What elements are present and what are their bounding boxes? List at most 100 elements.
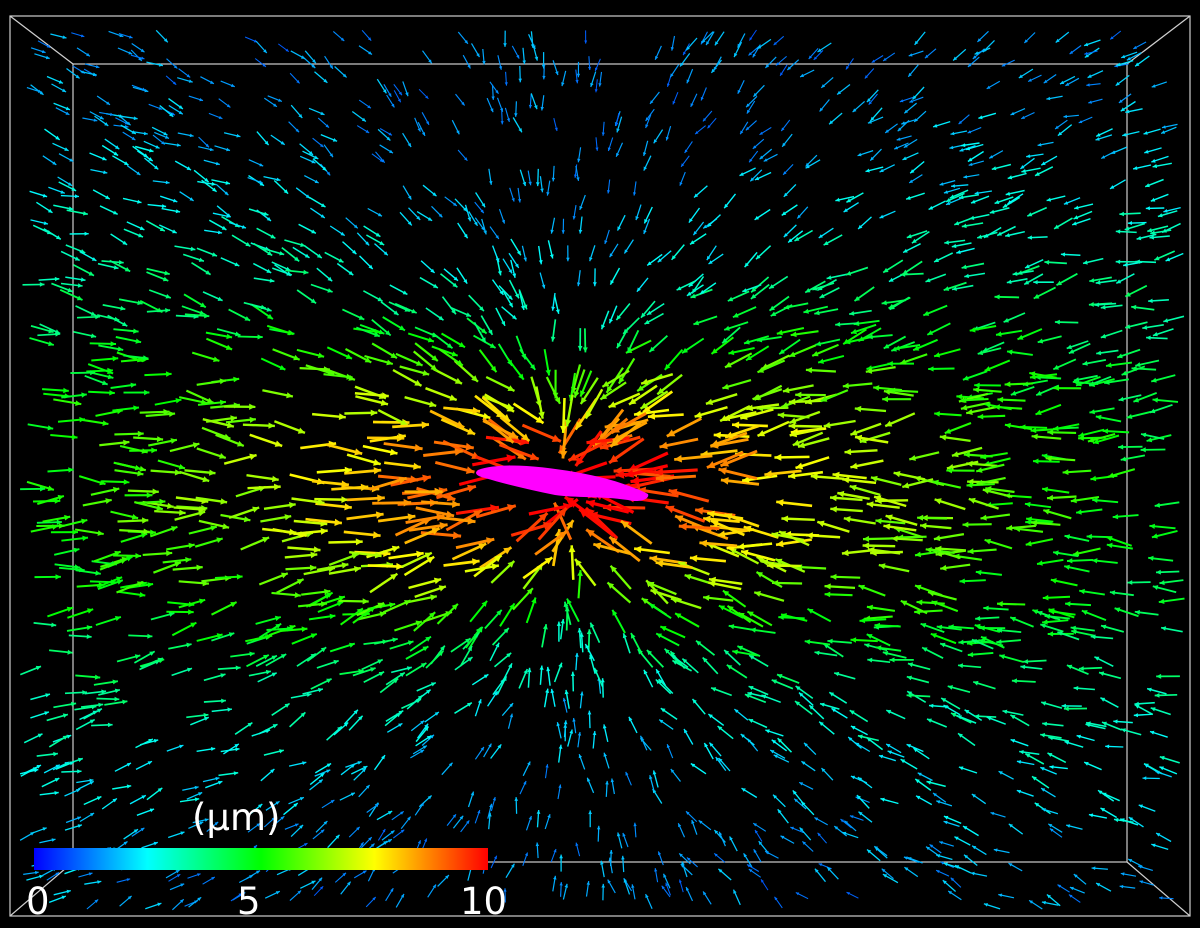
displacement-arrow-head xyxy=(341,480,349,488)
displacement-arrow-head xyxy=(726,664,733,670)
displacement-arrow-head xyxy=(610,439,619,447)
displacement-arrow-head xyxy=(454,448,463,456)
displacement-arrow-head xyxy=(1100,305,1106,310)
displacement-arrow-head xyxy=(370,409,378,417)
displacement-arrow-head xyxy=(110,341,116,347)
displacement-arrow-head xyxy=(493,691,498,696)
displacement-arrow-head xyxy=(126,121,131,126)
displacement-arrow-head xyxy=(912,95,917,100)
displacement-arrow-head xyxy=(506,652,512,658)
displacement-arrow-head xyxy=(137,470,144,477)
displacement-arrow-head xyxy=(846,198,851,203)
displacement-arrow-head xyxy=(660,708,666,713)
displacement-arrow-head xyxy=(820,702,825,707)
displacement-arrow-head xyxy=(216,633,223,639)
displacement-arrow-head xyxy=(48,341,54,347)
displacement-arrow-head xyxy=(385,330,391,336)
displacement-arrow-head xyxy=(389,149,393,154)
displacement-arrow-head xyxy=(512,315,517,320)
displacement-arrow-head xyxy=(870,156,874,161)
displacement-arrow-head xyxy=(1048,823,1053,828)
displacement-arrow-head xyxy=(201,399,208,405)
displacement-arrow-head xyxy=(374,332,380,337)
displacement-arrow-head xyxy=(348,270,354,276)
displacement-arrow-head xyxy=(243,516,251,523)
displacement-arrow-head xyxy=(165,180,170,185)
displacement-arrow-head xyxy=(99,115,104,120)
displacement-arrow-head xyxy=(611,425,620,433)
displacement-arrow-head xyxy=(795,462,804,470)
displacement-arrow-head xyxy=(341,496,349,503)
displacement-arrow-head xyxy=(888,277,894,282)
displacement-arrow-head xyxy=(1016,789,1022,794)
displacement-arrow-head xyxy=(81,518,88,525)
displacement-arrow-head xyxy=(601,324,606,330)
displacement-arrow-head xyxy=(711,68,715,73)
displacement-arrow-head xyxy=(714,853,718,857)
displacement-arrow-head xyxy=(267,251,273,256)
displacement-arrow-head xyxy=(174,561,181,568)
displacement-arrow-head xyxy=(495,642,500,648)
displacement-arrow-head xyxy=(717,530,726,538)
displacement-arrow-head xyxy=(199,506,206,513)
displacement-arrow-head xyxy=(983,605,989,611)
displacement-arrow-head xyxy=(682,658,688,664)
displacement-arrow-head xyxy=(1064,740,1070,745)
displacement-arrow-head xyxy=(378,671,385,677)
displacement-arrow-head xyxy=(799,827,804,832)
displacement-arrow-head xyxy=(789,351,796,357)
displacement-arrow-head xyxy=(814,650,820,656)
displacement-arrow-head xyxy=(220,673,226,678)
displacement-arrow-head xyxy=(720,459,729,467)
displacement-arrow-head xyxy=(522,181,527,186)
displacement-arrow-head xyxy=(45,693,50,698)
displacement-arrow-head xyxy=(370,667,376,672)
displacement-arrow-head xyxy=(135,338,142,344)
displacement-arrow-head xyxy=(1106,362,1112,368)
displacement-arrow-head xyxy=(399,325,405,331)
displacement-arrow-head xyxy=(247,722,253,727)
displacement-arrow-head xyxy=(642,152,647,156)
displacement-arrow-head xyxy=(857,734,863,739)
displacement-arrow-head xyxy=(216,537,223,543)
displacement-arrow-head xyxy=(1005,191,1011,196)
displacement-arrow-head xyxy=(577,158,581,163)
displacement-arrow-head xyxy=(249,403,256,410)
displacement-arrow-head xyxy=(140,827,145,832)
displacement-arrow-head xyxy=(907,857,912,861)
displacement-arrow-head xyxy=(161,204,167,209)
displacement-arrow-head xyxy=(413,462,421,470)
displacement-arrow-head xyxy=(579,206,583,210)
displacement-arrow-head xyxy=(824,591,831,598)
displacement-arrow-head xyxy=(320,829,325,833)
displacement-arrow-head xyxy=(427,217,433,221)
displacement-arrow-head xyxy=(204,818,209,822)
displacement-arrow-head xyxy=(259,181,264,186)
displacement-arrow-head xyxy=(52,524,59,530)
displacement-arrow-head xyxy=(1050,578,1057,584)
displacement-arrow-head xyxy=(377,212,382,217)
displacement-arrow-head xyxy=(600,393,608,400)
displacement-arrow-head xyxy=(149,148,154,153)
displacement-arrow-head xyxy=(306,692,312,697)
bounding-box-edge xyxy=(9,861,74,917)
displacement-arrow-head xyxy=(270,234,276,239)
displacement-arrow-head xyxy=(943,190,948,194)
displacement-arrow-head xyxy=(326,769,331,773)
displacement-arrow-head xyxy=(635,216,639,221)
displacement-arrow-head xyxy=(317,498,325,506)
displacement-arrow-head xyxy=(497,744,502,749)
displacement-arrow-head xyxy=(797,214,801,219)
displacement-arrow-head xyxy=(1095,414,1102,420)
displacement-arrow-head xyxy=(732,649,738,655)
displacement-arrow-head xyxy=(776,540,784,548)
displacement-arrow-head xyxy=(879,168,884,172)
displacement-arrow-head xyxy=(1060,80,1065,84)
displacement-arrow-head xyxy=(1126,414,1133,419)
displacement-arrow-head xyxy=(335,834,340,839)
displacement-arrow-head xyxy=(113,210,118,215)
displacement-arrow-head xyxy=(908,72,912,77)
displacement-arrow-head xyxy=(737,543,745,550)
displacement-arrow-head xyxy=(67,649,73,655)
displacement-arrow-head xyxy=(489,343,496,348)
